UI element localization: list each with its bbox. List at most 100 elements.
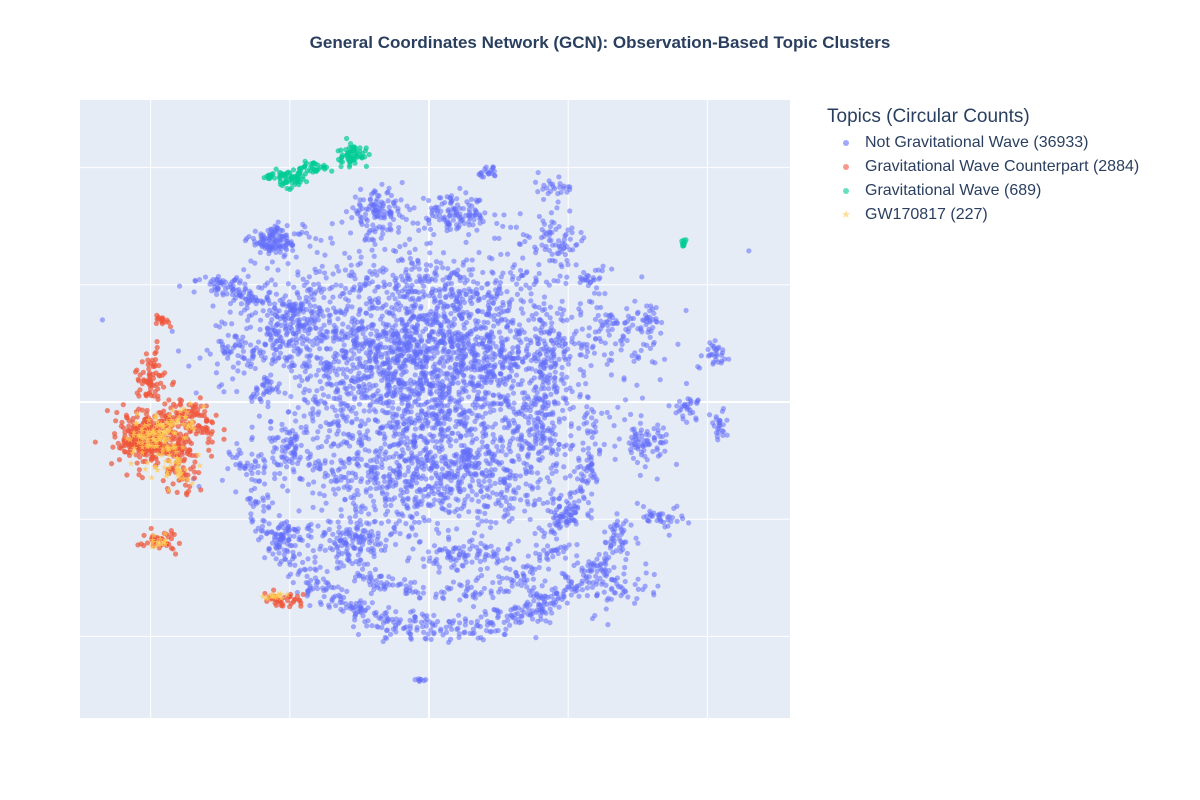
data-point [606, 332, 612, 338]
data-point [438, 398, 445, 404]
data-point [273, 291, 280, 297]
data-point [499, 343, 506, 349]
data-point [225, 332, 231, 338]
data-point [427, 262, 434, 269]
data-point [354, 364, 361, 371]
data-point [513, 224, 519, 230]
data-point [412, 298, 418, 304]
data-point [314, 388, 320, 394]
data-point [469, 559, 475, 565]
data-point [237, 465, 243, 471]
data-point [396, 224, 402, 231]
data-point [273, 323, 279, 329]
data-point [473, 321, 480, 327]
data-point [315, 523, 321, 529]
data-point [623, 556, 629, 563]
data-point [396, 339, 402, 345]
data-point [254, 298, 260, 304]
data-point [564, 317, 570, 323]
data-point [385, 389, 392, 395]
data-point [414, 471, 421, 478]
data-point [546, 426, 552, 432]
data-point [268, 425, 274, 431]
data-point [276, 333, 283, 339]
data-point [479, 439, 485, 445]
data-point [498, 317, 505, 324]
data-point [367, 227, 373, 234]
data-point [605, 595, 611, 601]
data-point [549, 496, 555, 502]
data-point [469, 382, 475, 388]
data-point [344, 335, 351, 341]
data-point [424, 355, 430, 361]
data-point [418, 415, 424, 421]
data-point [393, 451, 399, 457]
data-point [334, 263, 340, 270]
data-point [387, 532, 394, 538]
data-point [468, 432, 475, 438]
data-point [307, 326, 313, 333]
data-point [457, 351, 464, 357]
data-point [252, 228, 258, 234]
data-point [356, 288, 362, 294]
data-point [651, 571, 657, 578]
data-point [406, 250, 413, 256]
data-point [446, 207, 452, 213]
data-point [665, 517, 671, 523]
data-point [541, 329, 547, 335]
data-point [337, 308, 343, 314]
data-point [426, 491, 432, 497]
data-point [340, 321, 346, 327]
data-point [542, 341, 548, 347]
data-point [358, 509, 364, 515]
data-point [348, 347, 354, 354]
data-point [310, 490, 316, 496]
data-point [370, 222, 376, 228]
data-point [471, 347, 477, 353]
data-point [474, 415, 480, 421]
data-point [528, 378, 535, 384]
data-point [403, 520, 409, 527]
data-point [271, 240, 278, 246]
data-point [395, 419, 401, 425]
data-point [586, 298, 593, 304]
data-point [349, 304, 355, 310]
data-point [306, 274, 312, 280]
data-point [269, 438, 275, 444]
data-point [608, 312, 614, 318]
data-point [370, 338, 376, 344]
data-point [390, 216, 397, 223]
data-point [440, 328, 446, 334]
data-point [472, 357, 478, 363]
data-point [448, 336, 454, 342]
data-point [479, 285, 485, 291]
data-point [371, 519, 377, 525]
data-point [647, 345, 654, 352]
data-point [342, 267, 348, 273]
data-point [465, 408, 471, 414]
data-point [452, 423, 459, 430]
data-point [343, 209, 350, 215]
data-point [375, 388, 381, 394]
data-point [627, 411, 634, 417]
data-point [387, 209, 393, 215]
data-point [563, 395, 569, 402]
data-point [515, 538, 521, 544]
data-point [608, 357, 615, 363]
data-point [268, 419, 274, 425]
data-point [330, 294, 336, 300]
data-point [454, 355, 460, 362]
data-point [404, 503, 410, 509]
data-point [444, 470, 450, 476]
data-point [554, 460, 560, 467]
data-point [556, 356, 562, 362]
data-point [382, 503, 389, 509]
data-point [437, 299, 443, 306]
data-point [440, 382, 446, 389]
data-point [421, 563, 427, 569]
data-point [556, 441, 562, 448]
data-point [682, 401, 688, 407]
data-point [341, 311, 348, 317]
data-point [196, 277, 203, 283]
